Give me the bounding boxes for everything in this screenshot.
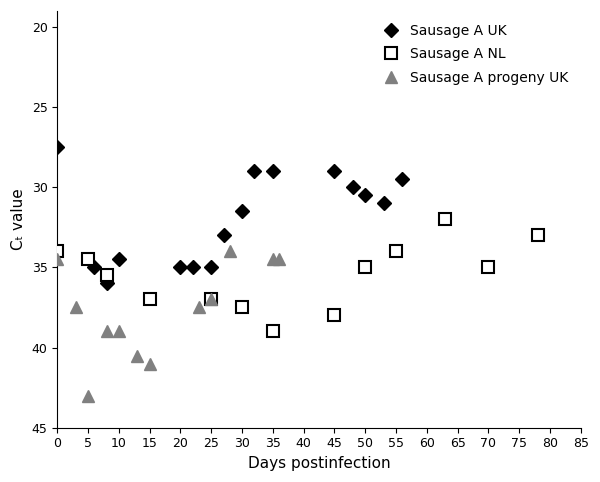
X-axis label: Days postinfection: Days postinfection xyxy=(248,456,391,471)
Line: Sausage A NL: Sausage A NL xyxy=(52,214,544,337)
Sausage A UK xyxy=(91,265,98,270)
Sausage A NL xyxy=(85,256,92,262)
Sausage A UK xyxy=(220,232,227,238)
Sausage A UK xyxy=(269,168,277,174)
Sausage A NL xyxy=(485,265,492,270)
Sausage A NL xyxy=(53,249,61,254)
Sausage A NL xyxy=(331,313,338,319)
Sausage A UK xyxy=(208,265,215,270)
Sausage A progeny UK xyxy=(115,329,122,335)
Sausage A NL xyxy=(392,249,400,254)
Sausage A NL xyxy=(208,296,215,302)
Sausage A progeny UK xyxy=(103,329,110,335)
Sausage A progeny UK xyxy=(196,305,203,310)
Sausage A UK xyxy=(177,265,184,270)
Sausage A progeny UK xyxy=(208,296,215,302)
Sausage A progeny UK xyxy=(53,256,61,262)
Sausage A UK xyxy=(349,185,356,190)
Sausage A NL xyxy=(103,272,110,278)
Sausage A progeny UK xyxy=(134,353,141,359)
Sausage A UK xyxy=(53,145,61,150)
Sausage A UK xyxy=(189,265,196,270)
Sausage A UK xyxy=(380,201,388,206)
Sausage A progeny UK xyxy=(226,249,233,254)
Line: Sausage A UK: Sausage A UK xyxy=(52,142,407,288)
Sausage A NL xyxy=(362,265,369,270)
Sausage A progeny UK xyxy=(275,256,283,262)
Sausage A NL xyxy=(146,296,153,302)
Sausage A progeny UK xyxy=(269,256,277,262)
Sausage A UK xyxy=(331,168,338,174)
Legend: Sausage A UK, Sausage A NL, Sausage A progeny UK: Sausage A UK, Sausage A NL, Sausage A pr… xyxy=(371,18,574,91)
Sausage A progeny UK xyxy=(146,361,153,366)
Sausage A UK xyxy=(251,168,258,174)
Sausage A NL xyxy=(269,329,277,335)
Sausage A UK xyxy=(238,208,245,214)
Sausage A NL xyxy=(442,216,449,222)
Y-axis label: Cₜ value: Cₜ value xyxy=(11,188,26,250)
Sausage A NL xyxy=(238,305,245,310)
Sausage A UK xyxy=(103,281,110,286)
Sausage A NL xyxy=(534,232,541,238)
Sausage A UK xyxy=(115,256,122,262)
Sausage A UK xyxy=(362,192,369,198)
Sausage A progeny UK xyxy=(72,305,79,310)
Sausage A UK xyxy=(398,176,406,182)
Line: Sausage A progeny UK: Sausage A progeny UK xyxy=(52,246,284,369)
